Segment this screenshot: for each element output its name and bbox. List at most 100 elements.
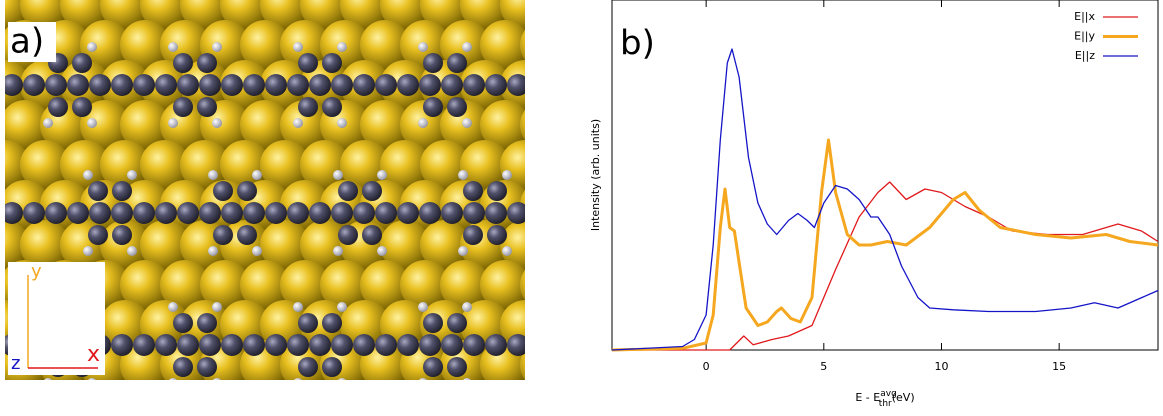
hydrogen-atom <box>43 378 53 388</box>
carbon-atom <box>237 225 257 245</box>
hydrogen-atom <box>168 118 178 128</box>
legend-label: E||z <box>1075 49 1095 62</box>
series-line <box>612 49 1158 350</box>
hydrogen-atom <box>462 118 472 128</box>
carbon-atom <box>173 97 193 117</box>
hydrogen-atom <box>87 42 97 52</box>
hydrogen-atom <box>418 302 428 312</box>
inset-y-label: y <box>31 261 42 282</box>
carbon-atom <box>353 74 375 96</box>
hydrogen-atom <box>168 42 178 52</box>
carbon-atom <box>89 74 111 96</box>
carbon-atom <box>287 334 309 356</box>
hydrogen-atom <box>43 118 53 128</box>
hydrogen-atom <box>212 378 222 388</box>
carbon-atom <box>375 74 397 96</box>
hydrogen-atom <box>337 302 347 312</box>
hydrogen-atom <box>83 170 93 180</box>
carbon-atom <box>155 74 177 96</box>
gold-atom <box>520 100 570 150</box>
carbon-atom <box>45 202 67 224</box>
carbon-atom <box>111 74 133 96</box>
carbon-atom <box>88 225 108 245</box>
carbon-atom <box>423 97 443 117</box>
carbon-atom <box>67 202 89 224</box>
carbon-atom <box>419 202 441 224</box>
carbon-atom <box>397 202 419 224</box>
carbon-atom <box>441 202 463 224</box>
gold-atom <box>520 260 570 310</box>
carbon-atom <box>447 97 467 117</box>
hydrogen-atom <box>293 378 303 388</box>
carbon-atom <box>133 334 155 356</box>
hydrogen-atom <box>87 378 97 388</box>
series-line <box>612 182 1158 350</box>
carbon-atom <box>243 202 265 224</box>
carbon-atom <box>485 334 507 356</box>
carbon-atom <box>353 334 375 356</box>
hydrogen-atom <box>462 42 472 52</box>
carbon-atom <box>463 225 483 245</box>
carbon-atom <box>397 74 419 96</box>
carbon-atom <box>322 97 342 117</box>
carbon-atom <box>243 334 265 356</box>
hydrogen-atom <box>212 118 222 128</box>
hydrogen-atom <box>208 170 218 180</box>
carbon-atom <box>487 181 507 201</box>
x-tick-label: 15 <box>1052 360 1066 373</box>
carbon-atom <box>287 74 309 96</box>
inset-z-label: z <box>11 353 20 374</box>
hydrogen-atom <box>462 378 472 388</box>
carbon-atom <box>322 357 342 377</box>
carbon-atom <box>89 202 111 224</box>
carbon-atom <box>1 74 23 96</box>
gold-atom <box>520 180 570 230</box>
carbon-atom <box>353 202 375 224</box>
carbon-atom <box>112 225 132 245</box>
carbon-atom <box>243 74 265 96</box>
carbon-atom <box>397 334 419 356</box>
carbon-atom <box>199 74 221 96</box>
carbon-atom <box>199 334 221 356</box>
carbon-atom <box>72 53 92 73</box>
carbon-atom <box>375 334 397 356</box>
hydrogen-atom <box>337 378 347 388</box>
carbon-atom <box>155 334 177 356</box>
hydrogen-atom <box>293 118 303 128</box>
carbon-atom <box>298 53 318 73</box>
carbon-atom <box>298 357 318 377</box>
hydrogen-atom <box>208 246 218 256</box>
hydrogen-atom <box>418 378 428 388</box>
carbon-atom <box>423 53 443 73</box>
series-line <box>612 140 1158 350</box>
carbon-atom <box>133 202 155 224</box>
hydrogen-atom <box>458 170 468 180</box>
carbon-atom <box>322 53 342 73</box>
carbon-atom <box>237 181 257 201</box>
carbon-atom <box>441 74 463 96</box>
gold-atom <box>520 20 570 70</box>
carbon-atom <box>1 202 23 224</box>
x-tick-label: 5 <box>820 360 827 373</box>
carbon-atom <box>221 74 243 96</box>
carbon-atom <box>265 74 287 96</box>
carbon-atom <box>362 181 382 201</box>
carbon-atom <box>112 181 132 201</box>
hydrogen-atom <box>127 246 137 256</box>
hydrogen-atom <box>87 118 97 128</box>
hydrogen-atom <box>502 246 512 256</box>
hydrogen-atom <box>418 42 428 52</box>
hydrogen-atom <box>458 246 468 256</box>
carbon-atom <box>265 334 287 356</box>
carbon-atom <box>213 225 233 245</box>
carbon-atom <box>423 357 443 377</box>
gold-atom <box>520 340 570 390</box>
carbon-atom <box>507 74 529 96</box>
carbon-atom <box>177 334 199 356</box>
carbon-atom <box>423 313 443 333</box>
y-axis-label: Intensity (arb. units) <box>589 119 602 231</box>
x-tick-label: 0 <box>703 360 710 373</box>
x-label-main: E - E <box>855 391 880 404</box>
hydrogen-atom <box>293 302 303 312</box>
carbon-atom <box>197 53 217 73</box>
